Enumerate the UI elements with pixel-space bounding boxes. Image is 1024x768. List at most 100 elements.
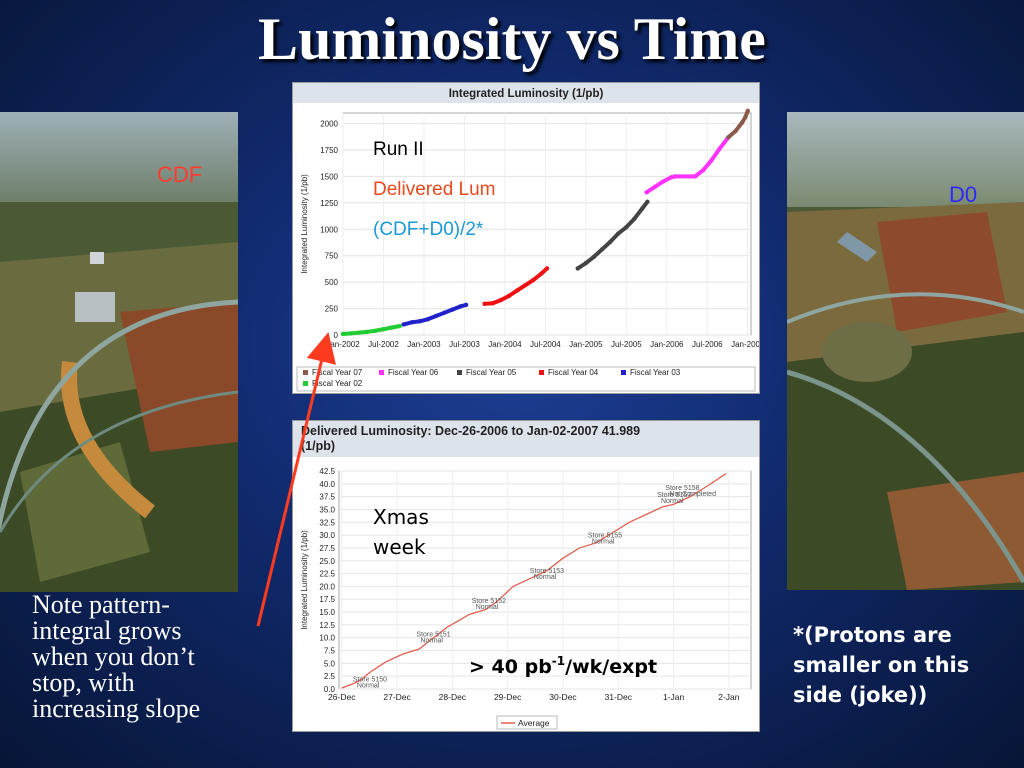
x-tick-label: 31-Dec <box>605 692 633 702</box>
y-tick-label: 250 <box>325 305 339 314</box>
series-line <box>644 136 730 195</box>
y-tick-label: 37.5 <box>319 493 335 502</box>
store-label: Normal <box>592 539 615 546</box>
x-tick-label: 26-Dec <box>328 692 356 702</box>
y-tick-label: 17.5 <box>319 595 335 604</box>
y-tick-label: 35.0 <box>319 505 335 514</box>
data-point <box>340 331 346 337</box>
store-label: Normal <box>357 682 380 689</box>
chart-title-bar <box>293 421 759 457</box>
y-tick-label: 1500 <box>320 172 338 181</box>
series-line <box>341 473 727 689</box>
legend-entry: Fiscal Year 05 <box>466 368 517 377</box>
x-tick-label: Jul-2002 <box>368 340 399 349</box>
store-label: Not Completed <box>669 491 716 498</box>
data-point <box>672 174 678 179</box>
data-point <box>652 184 657 190</box>
data-point <box>498 297 504 303</box>
store-label: Normal <box>661 498 684 505</box>
y-tick-label: 20.0 <box>319 582 335 591</box>
legend-marker <box>621 370 626 375</box>
x-tick-label: Jan-2002 <box>326 340 360 349</box>
legend-entry: Average <box>518 718 550 728</box>
joke-line: smaller on this <box>793 653 970 677</box>
legend-entry: Fiscal Year 02 <box>312 379 363 388</box>
x-tick-label: Jul-2005 <box>611 340 642 349</box>
data-point <box>506 293 512 299</box>
data-point <box>458 304 463 309</box>
data-point <box>490 301 495 306</box>
y-tick-label: 1250 <box>320 199 338 208</box>
y-tick-label: 15.0 <box>319 608 335 617</box>
cdf-label: CDF <box>157 162 203 187</box>
y-tick-label: 27.5 <box>319 544 335 553</box>
y-tick-label: 42.5 <box>319 467 335 476</box>
data-point <box>522 283 528 288</box>
data-point <box>365 329 370 335</box>
y-tick-label: 2000 <box>320 120 338 129</box>
y-tick-label: 22.5 <box>319 570 335 579</box>
store-label: Store 5150 <box>353 676 387 683</box>
d0-aerial-photo: D0 <box>787 112 1024 590</box>
data-point <box>644 190 649 195</box>
data-point <box>745 108 750 114</box>
store-label: Store 5153 <box>530 568 564 575</box>
legend-marker <box>539 370 544 375</box>
x-tick-label: Jan-2005 <box>569 340 603 349</box>
x-tick-label: Jul-2004 <box>530 340 561 349</box>
y-tick-label: 32.5 <box>319 518 335 527</box>
data-point <box>514 288 520 293</box>
y-tick-label: 1000 <box>320 225 338 234</box>
data-point <box>726 135 731 140</box>
joke-line: *(Protons are <box>793 623 952 647</box>
x-tick-label: 27-Dec <box>383 692 411 702</box>
y-tick-label: 25.0 <box>319 557 335 566</box>
data-point <box>482 301 487 307</box>
data-point <box>348 331 354 336</box>
y-tick-label: 5.0 <box>324 659 336 668</box>
store-label: Normal <box>476 604 499 611</box>
joke-text: *(Protons are smaller on this side (joke… <box>793 620 1008 710</box>
y-tick-label: 0 <box>334 331 339 340</box>
note-line: Note pattern- <box>32 590 170 619</box>
d0-label: D0 <box>949 182 978 207</box>
slide-title: Luminosity vs Time <box>258 6 766 72</box>
data-point <box>433 313 439 319</box>
note-line: integral grows <box>32 616 182 645</box>
data-point <box>575 266 580 271</box>
x-tick-label: 28-Dec <box>439 692 467 702</box>
data-point <box>717 146 722 152</box>
data-point <box>409 320 415 325</box>
y-tick-label: 0.0 <box>324 685 336 694</box>
x-tick-label: Jan-2007 <box>731 340 759 349</box>
data-point <box>356 330 362 335</box>
chart-title-bar <box>293 83 759 103</box>
note-line: stop, with <box>32 668 135 697</box>
store-label: Store 5152 <box>472 598 506 605</box>
x-tick-label: Jul-2003 <box>449 340 480 349</box>
data-point <box>616 231 621 236</box>
data-point <box>544 266 550 271</box>
data-point <box>640 205 645 211</box>
data-point <box>607 239 613 245</box>
data-point <box>692 174 698 179</box>
data-point <box>743 115 748 120</box>
delivered-luminosity-chart: Delivered Luminosity: Dec-26-2006 to Jan… <box>292 420 760 732</box>
data-point <box>583 260 589 266</box>
y-tick-label: 750 <box>325 252 339 261</box>
y-tick-label: 1750 <box>320 146 338 155</box>
data-point <box>632 216 637 221</box>
y-tick-label: 10.0 <box>319 634 335 643</box>
store-label: Store 5157 <box>657 492 691 499</box>
legend-entry: Fiscal Year 06 <box>388 368 439 377</box>
store-label: Normal <box>420 638 443 645</box>
store-label: Store 5155 <box>588 533 622 540</box>
data-point <box>660 179 665 184</box>
legend-entry: Fiscal Year 03 <box>630 368 681 377</box>
data-point <box>417 319 423 324</box>
data-point <box>425 316 431 322</box>
x-tick-label: Jul-2006 <box>692 340 723 349</box>
legend-box <box>296 366 756 392</box>
data-point <box>531 277 536 283</box>
chart-title: Integrated Luminosity (1/pb) <box>449 88 604 100</box>
